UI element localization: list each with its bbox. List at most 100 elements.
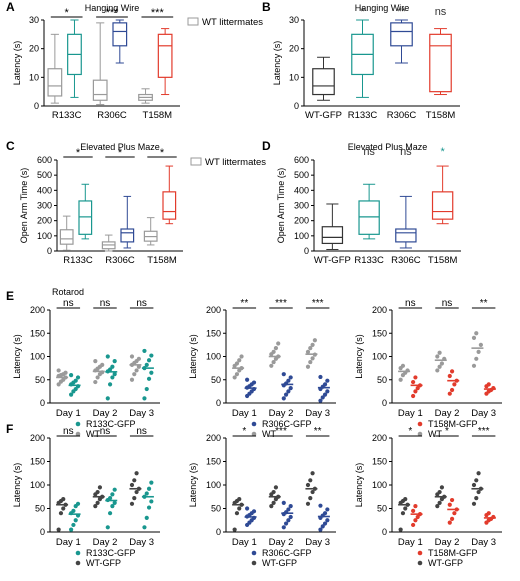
data-point <box>149 499 154 504</box>
data-point <box>413 389 418 394</box>
box-iqr <box>120 228 135 243</box>
data-point <box>245 377 250 382</box>
data-point <box>310 471 315 476</box>
data-point <box>271 489 276 495</box>
data-point <box>318 398 323 403</box>
legend-marker <box>251 550 257 556</box>
chart-f2: 0 50 100 150 200 Latency (s) Day 1 * Day 2 *** Day… <box>188 426 336 568</box>
significance-label: *** <box>478 426 490 437</box>
data-point <box>320 524 325 529</box>
data-point <box>132 372 137 377</box>
data-point <box>415 514 420 520</box>
data-point <box>305 364 311 369</box>
data-point <box>134 368 139 373</box>
box-plot <box>92 22 108 106</box>
data-point <box>129 377 135 382</box>
data-point <box>435 368 440 373</box>
data-point <box>305 482 311 488</box>
y-tick-label: 0 <box>216 527 221 537</box>
data-point <box>144 362 149 367</box>
legend-marker <box>417 431 423 437</box>
data-point <box>75 501 81 506</box>
data-point <box>107 496 113 501</box>
data-point <box>97 485 103 490</box>
y-tick-label: 0 <box>294 101 299 111</box>
data-point <box>411 393 416 399</box>
x-tick-label: Day 1 <box>232 537 257 548</box>
significance-label: *** <box>275 298 287 309</box>
chart-e3: 0 50 100 150 200 Latency (s) Day 1 ns Day 2 ns Day… <box>354 298 502 439</box>
y-tick-label: 150 <box>30 457 45 467</box>
x-tick-label: Day 2 <box>269 537 294 548</box>
y-tick-label: 10 <box>29 72 39 82</box>
data-point <box>110 364 115 369</box>
significance-label: * <box>408 426 412 437</box>
box-iqr <box>395 228 417 243</box>
y-tick-label: 200 <box>30 433 45 443</box>
significance-label: ** <box>397 6 406 18</box>
data-point <box>107 511 113 516</box>
y-tick-label: 10 <box>289 72 299 82</box>
data-point <box>271 500 276 505</box>
box-plot <box>112 19 128 64</box>
data-point <box>308 496 313 501</box>
chart-c: 0 100 200 300 400 500 600 Open Arm Time (s) Elev… <box>19 142 266 266</box>
box-plot <box>312 56 335 101</box>
data-point <box>144 386 149 392</box>
data-point <box>283 521 289 526</box>
y-tick-label: 100 <box>372 480 387 490</box>
data-point <box>415 386 420 391</box>
data-point <box>58 511 64 516</box>
data-point <box>437 489 442 495</box>
data-point <box>288 514 293 520</box>
data-point <box>474 356 479 361</box>
data-point <box>71 508 76 513</box>
panel-letter-c: C <box>6 139 15 153</box>
significance-label: ns <box>100 426 111 437</box>
data-point <box>411 522 416 528</box>
y-tick-label: 0 <box>382 527 387 537</box>
x-tick-label: T158M <box>428 255 458 266</box>
data-point <box>478 342 483 347</box>
data-point <box>142 396 147 401</box>
y-tick-label: 0 <box>34 101 39 111</box>
data-point <box>56 368 61 373</box>
legend-label: WT-GFP <box>86 558 121 568</box>
box-plot <box>59 215 74 251</box>
box-plot <box>429 28 452 96</box>
y-tick-label: 0 <box>47 246 52 256</box>
box-iqr <box>157 33 173 78</box>
data-point <box>308 346 313 351</box>
box-iqr <box>47 68 63 97</box>
data-point <box>322 392 328 397</box>
data-point <box>449 516 455 521</box>
y-axis-label: Latency (s) <box>12 463 22 508</box>
y-tick-label: 100 <box>206 480 221 490</box>
data-point <box>403 506 408 511</box>
data-point <box>237 358 242 363</box>
significance-label: * <box>65 7 70 19</box>
chart-e1: 0 50 100 150 200 Latency (s) Rotarod Day 1 ns Day… <box>12 287 160 439</box>
y-tick-label: 0 <box>304 246 309 256</box>
y-tick-label: 400 <box>294 185 309 195</box>
box-plot <box>120 195 135 249</box>
data-point <box>245 506 250 511</box>
data-point <box>288 386 293 391</box>
y-tick-label: 50 <box>35 504 45 514</box>
box-iqr <box>431 191 454 220</box>
box-plot <box>395 195 417 249</box>
data-point <box>447 520 452 525</box>
data-point <box>144 491 149 496</box>
chart-title: Hanging Wire <box>85 3 140 13</box>
data-point <box>398 527 403 532</box>
data-point <box>325 507 330 512</box>
x-tick-label: R133C <box>52 110 82 121</box>
data-point <box>318 374 323 380</box>
data-point <box>107 382 113 387</box>
data-point <box>281 396 286 401</box>
data-point <box>471 482 477 488</box>
data-point <box>283 392 289 397</box>
significance-label: ns <box>63 298 74 309</box>
y-axis-label: Latency (s) <box>354 463 364 508</box>
